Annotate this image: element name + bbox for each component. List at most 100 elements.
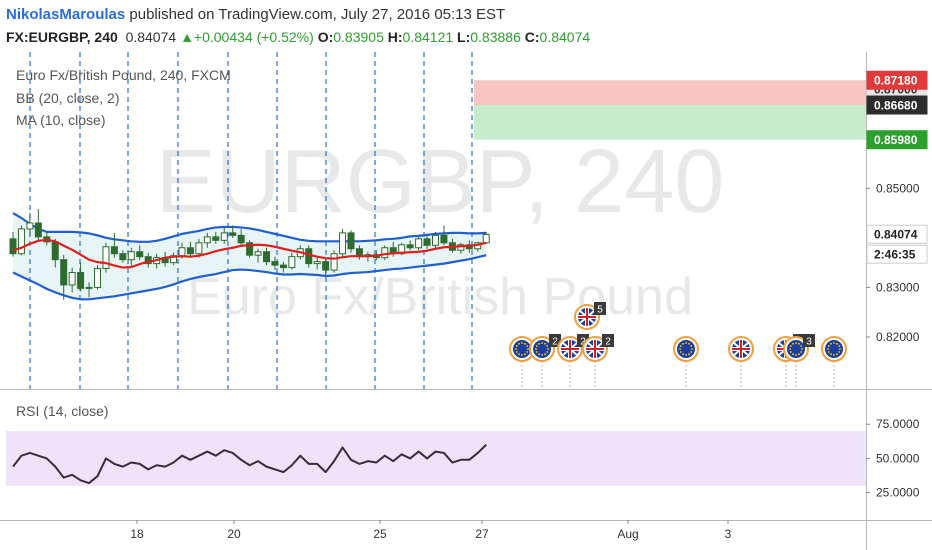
low-value: 0.83886 [470, 29, 521, 45]
open-value: 0.83905 [333, 29, 384, 45]
time-axis[interactable]: 18 20 25 27 Aug 3 [130, 520, 732, 541]
eu-flag-icon[interactable]: 2 [529, 334, 561, 387]
candle [127, 247, 135, 268]
price-tags: 0.870000.871800.866800.859800.840742:46:… [866, 70, 928, 264]
candle [94, 265, 101, 290]
candle [432, 231, 439, 248]
candle [85, 282, 93, 298]
candle [229, 225, 237, 238]
uk-flag-icon[interactable] [728, 336, 754, 387]
candle [136, 245, 144, 261]
bollinger-lower-line [12, 254, 487, 301]
eu-flag-icon[interactable]: 3 [783, 334, 815, 387]
svg-text:0.87180: 0.87180 [874, 74, 918, 88]
candle [237, 228, 245, 247]
candle [119, 250, 127, 263]
event-count: 3 [806, 337, 812, 348]
price-change: +0.00434 (+0.52%) [193, 29, 314, 45]
time-tick-label: 20 [227, 527, 241, 541]
legend-rsi[interactable]: RSI (14, close) [16, 403, 109, 419]
eu-flag-icon[interactable] [821, 336, 847, 387]
time-tick-label: Aug [617, 527, 638, 541]
economic-events[interactable]: 222523 [509, 302, 847, 387]
countdown-price-tag: 2:46:35 [866, 244, 928, 264]
event-count: 2 [580, 337, 586, 348]
candle [9, 231, 17, 257]
price-tick-label: 0.83000 [876, 280, 920, 294]
candle [212, 231, 220, 244]
time-tick-label: 27 [475, 527, 489, 541]
candles [9, 209, 490, 300]
close-label: C: [524, 29, 540, 45]
candle [288, 252, 296, 270]
chart-header: NikolasMaroulas published on TradingView… [0, 0, 932, 52]
publish-info: published on TradingView.com, July 27, 2… [129, 6, 506, 23]
eu-flag-icon[interactable] [509, 336, 535, 387]
candle [347, 230, 355, 253]
svg-text:0.85980: 0.85980 [874, 133, 918, 147]
event-lines [29, 52, 473, 389]
price-chart[interactable]: EURGBP, 240 Euro Fx/British Pound 2 2 25 2 3… [0, 52, 932, 550]
watermark: EURGBP, 240 Euro Fx/British Pound [156, 132, 725, 326]
price-tick-label: 0.85000 [876, 181, 920, 195]
uk-flag-icon[interactable]: 2 [582, 334, 614, 387]
symbol-label: FX:EURGBP, 240 [6, 29, 118, 45]
candle [110, 232, 118, 258]
eu-flag-icon[interactable] [673, 336, 699, 387]
candle [406, 240, 414, 251]
candle [17, 225, 25, 256]
candle [186, 241, 194, 257]
candle [322, 257, 330, 276]
candle [102, 242, 110, 273]
last-price: 0.84074 [125, 29, 177, 45]
event-count: 2 [552, 337, 558, 348]
candle [440, 225, 448, 246]
time-tick-label: 3 [725, 527, 732, 541]
candle [279, 261, 287, 273]
rsi-tick-label: 50.0000 [876, 451, 920, 465]
candle [330, 250, 338, 273]
uk-flag-icon[interactable]: 2 [557, 334, 589, 387]
event-count: 5 [597, 305, 603, 316]
bollinger-bands [12, 212, 487, 301]
legend-ma[interactable]: MA (10, close) [16, 112, 105, 128]
svg-text:0.84074: 0.84074 [874, 228, 918, 242]
watermark-name: Euro Fx/British Pound [187, 268, 693, 326]
candle [313, 257, 321, 270]
candle [26, 213, 34, 236]
last-price-tag: 0.84074 [866, 224, 928, 244]
candle [263, 247, 270, 266]
event-count: 2 [605, 337, 611, 348]
rsi-tick-label: 75.0000 [876, 417, 920, 431]
legend-bb[interactable]: BB (20, close, 2) [16, 90, 120, 106]
candle [220, 227, 228, 244]
watermark-symbol: EURGBP, 240 [156, 132, 725, 232]
entry-price-tag: 0.86680 [866, 95, 928, 115]
rsi-pane[interactable] [6, 431, 866, 486]
high-label: H: [387, 29, 403, 45]
candle [195, 238, 203, 258]
rsi-axis: 75.0000 50.0000 25.0000 [866, 417, 920, 500]
candle [77, 262, 85, 292]
low-label: L: [457, 29, 471, 45]
candle [423, 235, 431, 249]
price-tick-label: 0.82000 [876, 330, 920, 344]
candle [339, 228, 347, 257]
candle [60, 254, 68, 300]
position-zones [474, 80, 866, 140]
open-label: O: [317, 29, 334, 45]
stop-loss-zone[interactable] [474, 80, 866, 106]
candle [34, 209, 42, 240]
candle [203, 232, 211, 248]
rsi-band [6, 431, 866, 486]
quote-line: FX:EURGBP, 240 0.84074 ▲+0.00434 (+0.52%… [6, 29, 590, 45]
author-link[interactable]: NikolasMaroulas [6, 6, 126, 23]
uk-flag-icon[interactable]: 5 [574, 302, 606, 330]
high-value: 0.84121 [402, 29, 454, 45]
time-tick-label: 18 [130, 527, 144, 541]
svg-text:0.86680: 0.86680 [874, 99, 918, 113]
take-profit-zone[interactable] [474, 105, 866, 140]
svg-text:2:46:35: 2:46:35 [874, 248, 916, 262]
legend-title: Euro Fx/British Pound, 240, FXCM [16, 67, 231, 83]
candle [254, 248, 262, 263]
